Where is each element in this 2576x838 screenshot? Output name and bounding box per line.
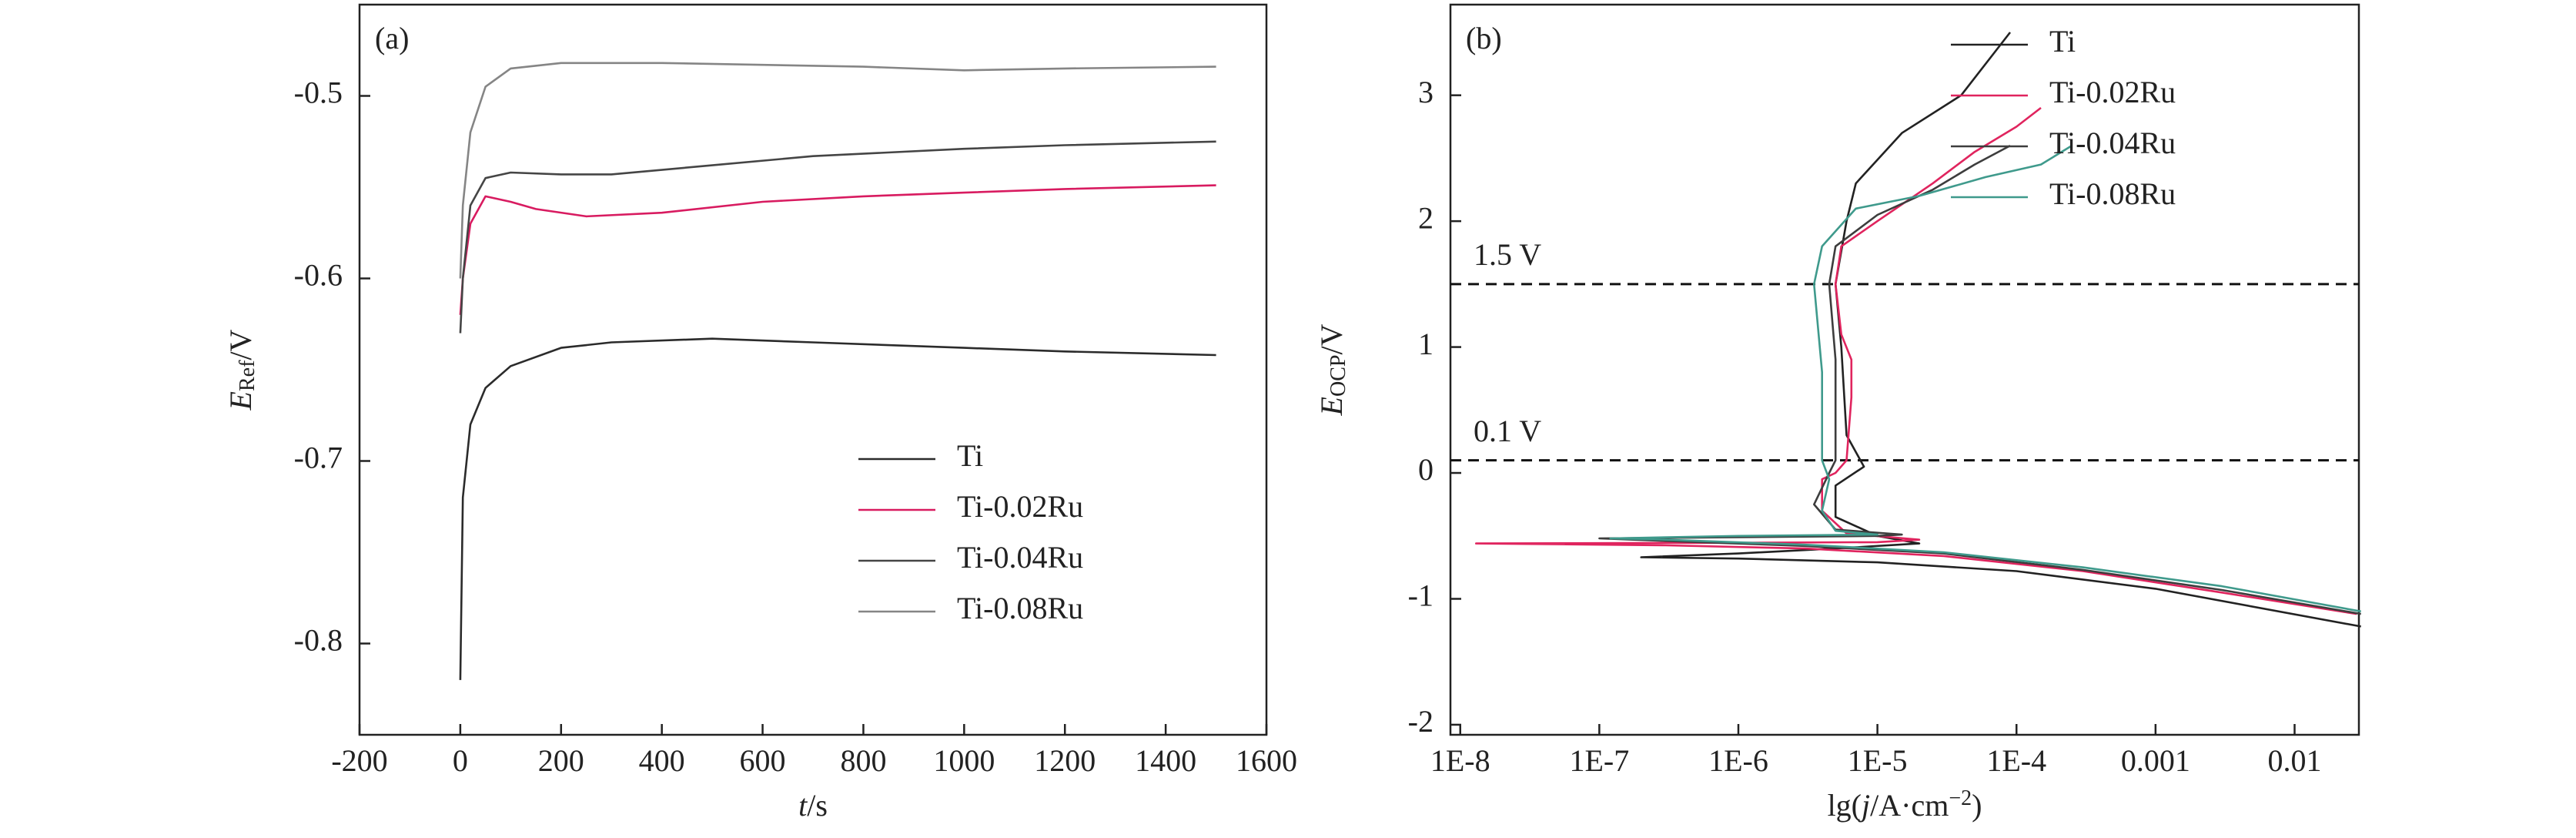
x-tick-label: 800: [840, 743, 886, 778]
y-axis-label-part: OCP: [1326, 355, 1350, 397]
legend-label: Ti-0.02Ru: [2049, 75, 2176, 109]
y-tick-label: 1: [1418, 327, 1434, 361]
x-tick-label: 1E-5: [1848, 743, 1908, 778]
x-axis-label: lg(j/A·cm−2): [1828, 786, 1982, 823]
x-tick-label: 1600: [1236, 743, 1297, 778]
series-line: [459, 62, 1216, 279]
y-tick-label: -2: [1408, 704, 1434, 739]
x-axis-label-part: /A·cm: [1870, 788, 1949, 823]
panel-label: (a): [375, 21, 409, 55]
x-axis-label-part: j: [1858, 788, 1870, 823]
y-tick-label: 3: [1418, 75, 1434, 109]
x-tick-label: 1000: [933, 743, 995, 778]
y-tick-label: -1: [1408, 578, 1434, 613]
y-tick-label: -0.6: [294, 258, 343, 293]
legend-label: Ti-0.04Ru: [2049, 126, 2176, 160]
legend-label: Ti-0.02Ru: [957, 489, 1083, 524]
x-tick-label: -200: [331, 743, 387, 778]
y-axis-label-part: E: [223, 391, 258, 411]
series-line: [459, 140, 1216, 334]
y-axis-label-part: Ref: [236, 360, 259, 391]
series-line: [1609, 144, 2361, 613]
x-tick-label: 1E-4: [1986, 743, 2046, 778]
y-axis-label: ERef/V: [223, 329, 259, 411]
legend-label: Ti: [2049, 24, 2076, 59]
x-tick-label: 200: [538, 743, 584, 778]
y-axis-label-part: /V: [223, 329, 258, 360]
legend-label: Ti-0.08Ru: [957, 591, 1083, 625]
series-line: [1475, 106, 2357, 615]
y-tick-label: -0.7: [294, 441, 343, 475]
y-axis-label: EOCP/V: [1314, 323, 1350, 416]
y-tick-label: 0: [1418, 452, 1434, 487]
x-axis-label-part: lg(: [1828, 788, 1862, 823]
legend-label: Ti-0.08Ru: [2049, 176, 2176, 211]
y-tick-label: -0.8: [294, 623, 343, 658]
x-tick-label: 0.001: [2121, 743, 2190, 778]
x-tick-label: 400: [639, 743, 685, 778]
panel-label: (b): [1466, 21, 1502, 55]
series-line: [1640, 32, 2361, 628]
x-tick-label: 1E-7: [1569, 743, 1629, 778]
plot-frame: [1449, 3, 2360, 736]
series-line: [459, 184, 1216, 315]
legend-label: Ti: [957, 438, 983, 473]
series-line: [459, 337, 1216, 680]
x-tick-label: 600: [740, 743, 786, 778]
x-tick-label: 1E-6: [1708, 743, 1768, 778]
x-axis-label-part: −2: [1949, 786, 1972, 810]
y-axis-label-part: E: [1314, 397, 1349, 416]
legend-label: Ti-0.04Ru: [957, 540, 1083, 575]
x-axis-label-part: ): [1972, 788, 1982, 823]
y-tick-label: -0.5: [294, 75, 343, 110]
reference-label: 0.1 V: [1474, 414, 1541, 448]
x-tick-label: 0.01: [2267, 743, 2321, 778]
x-axis-label-part: t: [798, 788, 808, 823]
x-axis-label: t/s: [798, 788, 828, 823]
y-axis-label-part: /V: [1314, 323, 1349, 354]
x-tick-label: 1200: [1034, 743, 1096, 778]
x-tick-label: 1E-8: [1430, 743, 1490, 778]
reference-label: 1.5 V: [1474, 237, 1541, 272]
y-tick-label: 2: [1418, 200, 1434, 235]
plot-frame: [358, 3, 1268, 736]
x-axis-label-part: /s: [807, 788, 828, 823]
x-tick-label: 0: [453, 743, 468, 778]
x-tick-label: 1400: [1135, 743, 1196, 778]
